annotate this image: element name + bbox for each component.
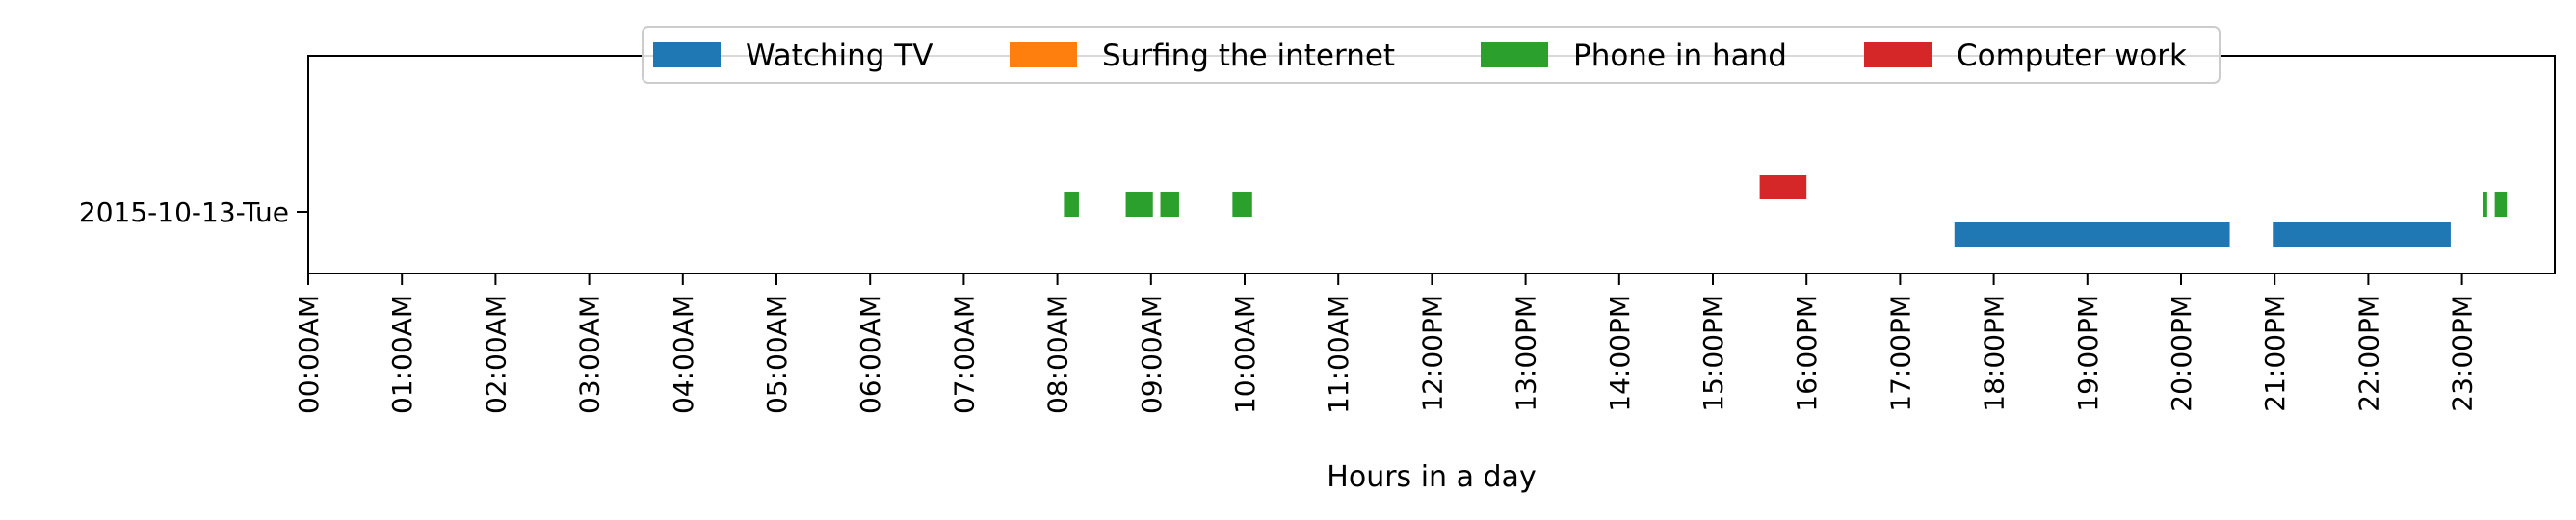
x-tick-label: 16:00PM [1791, 295, 1823, 412]
x-tick-label: 00:00AM [293, 295, 325, 414]
x-tick-label: 02:00AM [480, 295, 512, 414]
legend-swatch [1010, 42, 1077, 67]
activity-segments [1064, 175, 2508, 247]
y-axis-ticks: 2015-10-13-Tue [79, 196, 308, 228]
legend-swatch [1481, 42, 1548, 67]
x-tick-label: 19:00PM [2072, 295, 2104, 412]
activity-segment [2482, 192, 2487, 217]
x-tick-label: 20:00PM [2166, 295, 2197, 412]
x-tick-label: 05:00AM [761, 295, 793, 414]
activity-segment [2494, 192, 2508, 217]
x-tick-label: 07:00AM [948, 295, 980, 414]
x-tick-label: 09:00AM [1136, 295, 1168, 414]
activity-segment [1759, 175, 1807, 199]
x-tick-label: 11:00AM [1323, 295, 1354, 414]
x-tick-label: 10:00AM [1229, 295, 1261, 414]
x-tick-label: 22:00PM [2353, 295, 2384, 412]
y-tick-label: 2015-10-13-Tue [79, 196, 289, 228]
x-axis-label: Hours in a day [1327, 460, 1536, 494]
x-tick-label: 06:00AM [854, 295, 886, 414]
x-tick-label: 12:00PM [1416, 295, 1448, 412]
legend-swatch [653, 42, 721, 67]
activity-segment [1954, 222, 2230, 247]
x-tick-label: 08:00AM [1042, 295, 1074, 414]
legend: Watching TV Surfing the internet Phone in … [642, 26, 2221, 84]
x-tick-label: 17:00PM [1884, 295, 1916, 412]
x-tick-label: 23:00PM [2447, 295, 2479, 412]
legend-label: Phone in hand [1573, 39, 1787, 73]
activity-segment [1125, 192, 1153, 217]
legend-label: Computer work [1957, 39, 2187, 73]
activity-segment [1232, 192, 1252, 217]
x-tick-label: 01:00AM [386, 295, 418, 414]
activity-segment [1064, 192, 1079, 217]
x-tick-label: 18:00PM [1979, 295, 2011, 412]
x-tick-label: 03:00AM [574, 295, 606, 414]
x-tick-label: 14:00PM [1604, 295, 1636, 412]
x-tick-label: 13:00PM [1511, 295, 1542, 412]
legend-label: Watching TV [746, 39, 933, 73]
legend-frame [642, 26, 2221, 84]
x-tick-label: 15:00PM [1697, 295, 1729, 412]
x-axis-ticks: 00:00AM 01:00AM 02:00AM 03:00AM 04:00AM 05:00… [293, 273, 2479, 414]
activity-segment [2273, 222, 2451, 247]
legend-swatch [1864, 42, 1932, 67]
x-tick-label: 21:00PM [2259, 295, 2291, 412]
x-tick-label: 04:00AM [668, 295, 699, 414]
legend-label: Surfing the internet [1102, 39, 1395, 73]
activity-segment [1160, 192, 1179, 217]
